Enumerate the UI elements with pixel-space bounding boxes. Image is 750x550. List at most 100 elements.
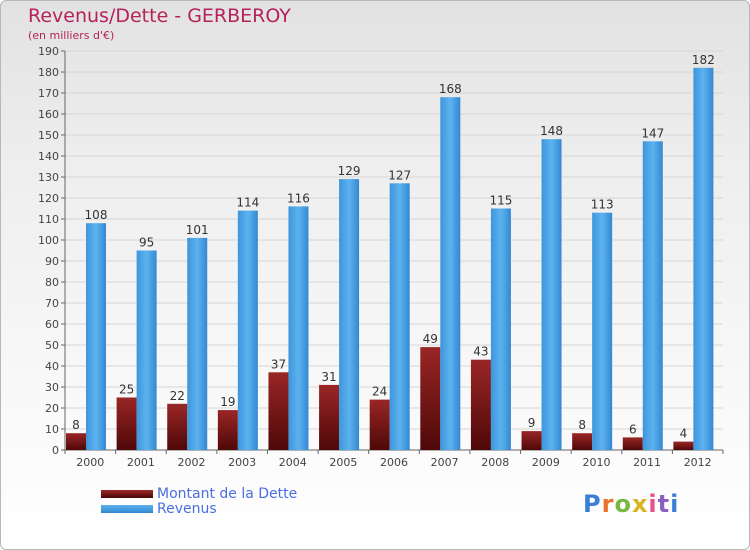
bar-revenus-2007: [440, 97, 461, 450]
data-label-debt-2012: 4: [680, 427, 688, 441]
y-tick-label: 190: [38, 45, 59, 58]
data-label-debt-2003: 19: [220, 395, 235, 409]
data-label-debt-2005: 31: [321, 370, 336, 384]
y-tick-label: 40: [45, 360, 59, 373]
legend-label-debt: Montant de la Dette: [157, 486, 298, 502]
data-label-debt-2000: 8: [72, 418, 80, 432]
x-tick-label: 2003: [228, 456, 256, 469]
bar-debt-2001: [116, 397, 137, 450]
data-label-revenus-2000: 108: [85, 208, 108, 222]
bar-debt-2007: [420, 347, 441, 450]
y-tick-label: 90: [45, 255, 59, 268]
bar-revenus-2002: [187, 237, 208, 450]
bar-revenus-2001: [136, 250, 157, 450]
bar-revenus-2009: [541, 139, 562, 450]
data-label-revenus-2003: 114: [236, 196, 259, 210]
chart-title: Revenus/Dette - GERBEROY: [28, 5, 291, 27]
x-tick-label: 2004: [279, 456, 307, 469]
data-label-revenus-2012: 182: [692, 53, 715, 67]
x-tick-label: 2002: [178, 456, 206, 469]
x-tick-label: 2012: [684, 456, 712, 469]
y-tick-label: 160: [38, 108, 59, 121]
y-tick-label: 150: [38, 129, 59, 142]
bar-revenus-2010: [592, 212, 613, 450]
data-label-revenus-2008: 115: [489, 194, 512, 208]
x-tick-label: 2000: [76, 456, 104, 469]
x-tick-label: 2008: [481, 456, 509, 469]
data-label-revenus-2010: 113: [591, 198, 614, 212]
bar-revenus-2003: [237, 210, 258, 450]
y-tick-label: 0: [52, 444, 59, 457]
data-label-debt-2004: 37: [271, 357, 286, 371]
bar-revenus-2000: [86, 223, 106, 450]
data-label-debt-2010: 8: [578, 418, 586, 432]
y-tick-label: 130: [38, 171, 59, 184]
x-tick-label: 2007: [431, 456, 459, 469]
data-labels: 8108259522101191143711631129241274916843…: [72, 53, 715, 441]
bar-revenus-2012: [693, 67, 714, 451]
bar-debt-2008: [470, 359, 491, 450]
legend-swatch-revenus: [101, 505, 153, 513]
proxiti-logo: Proxiti: [583, 490, 679, 518]
x-tick-label: 2005: [329, 456, 357, 469]
bar-debt-2006: [369, 399, 390, 450]
y-tick-label: 120: [38, 192, 59, 205]
bar-revenus-2005: [339, 179, 360, 450]
data-label-revenus-2006: 127: [388, 168, 411, 182]
y-tick-label: 170: [38, 87, 59, 100]
y-tick-label: 60: [45, 318, 59, 331]
y-tick-label: 10: [45, 423, 59, 436]
logo-letter: x: [631, 490, 649, 518]
bar-revenus-2004: [288, 206, 309, 450]
data-label-revenus-2001: 95: [139, 236, 154, 250]
bar-debt-2002: [167, 403, 188, 450]
logo-letter: P: [583, 490, 602, 518]
data-label-debt-2007: 49: [423, 332, 438, 346]
y-tick-label: 100: [38, 234, 59, 247]
bar-revenus-2008: [490, 208, 511, 450]
data-label-debt-2001: 25: [119, 383, 134, 397]
data-label-revenus-2005: 129: [338, 164, 361, 178]
bar-debt-2009: [521, 431, 542, 450]
bar-revenus-2006: [389, 183, 410, 451]
y-tick-label: 140: [38, 150, 59, 163]
logo-letter: t: [657, 490, 671, 518]
bar-debt-2011: [622, 437, 643, 450]
x-tick-label: 2011: [633, 456, 661, 469]
bar-debt-2004: [268, 372, 289, 450]
bar-debt-2003: [217, 410, 238, 450]
logo-letter: i: [670, 490, 680, 518]
chart-subtitle: (en milliers d'€): [28, 29, 115, 42]
y-tick-label: 180: [38, 66, 59, 79]
legend-label-revenus: Revenus: [157, 501, 217, 517]
y-tick-label: 80: [45, 276, 59, 289]
logo-letter: o: [614, 490, 632, 518]
logo-letter: r: [601, 490, 615, 518]
y-tick-label: 70: [45, 297, 59, 310]
data-label-revenus-2007: 168: [439, 82, 462, 96]
data-label-revenus-2011: 147: [641, 126, 664, 140]
data-label-revenus-2002: 101: [186, 223, 209, 237]
data-label-revenus-2004: 116: [287, 191, 310, 205]
bar-debt-2010: [572, 433, 593, 450]
logo-letter: i: [648, 490, 658, 518]
data-label-debt-2009: 9: [528, 416, 536, 430]
axes: 0 10 20 30 40 50 60 70 80 90 100 110 120 130 140 150 160…: [38, 45, 724, 469]
y-tick-label: 30: [45, 381, 59, 394]
x-tick-label: 2009: [532, 456, 560, 469]
x-tick-label: 2001: [127, 456, 155, 469]
bar-debt-2012: [673, 441, 694, 450]
x-tick-label: 2006: [380, 456, 408, 469]
data-label-debt-2011: 6: [629, 422, 637, 436]
data-label-debt-2002: 22: [170, 389, 185, 403]
legend-swatch-debt: [101, 490, 153, 498]
data-label-debt-2006: 24: [372, 385, 387, 399]
bar-debt-2005: [319, 384, 340, 450]
y-tick-label: 20: [45, 402, 59, 415]
y-tick-label: 50: [45, 339, 59, 352]
x-tick-label: 2010: [582, 456, 610, 469]
y-tick-label: 110: [38, 213, 59, 226]
data-label-debt-2008: 43: [473, 345, 488, 359]
